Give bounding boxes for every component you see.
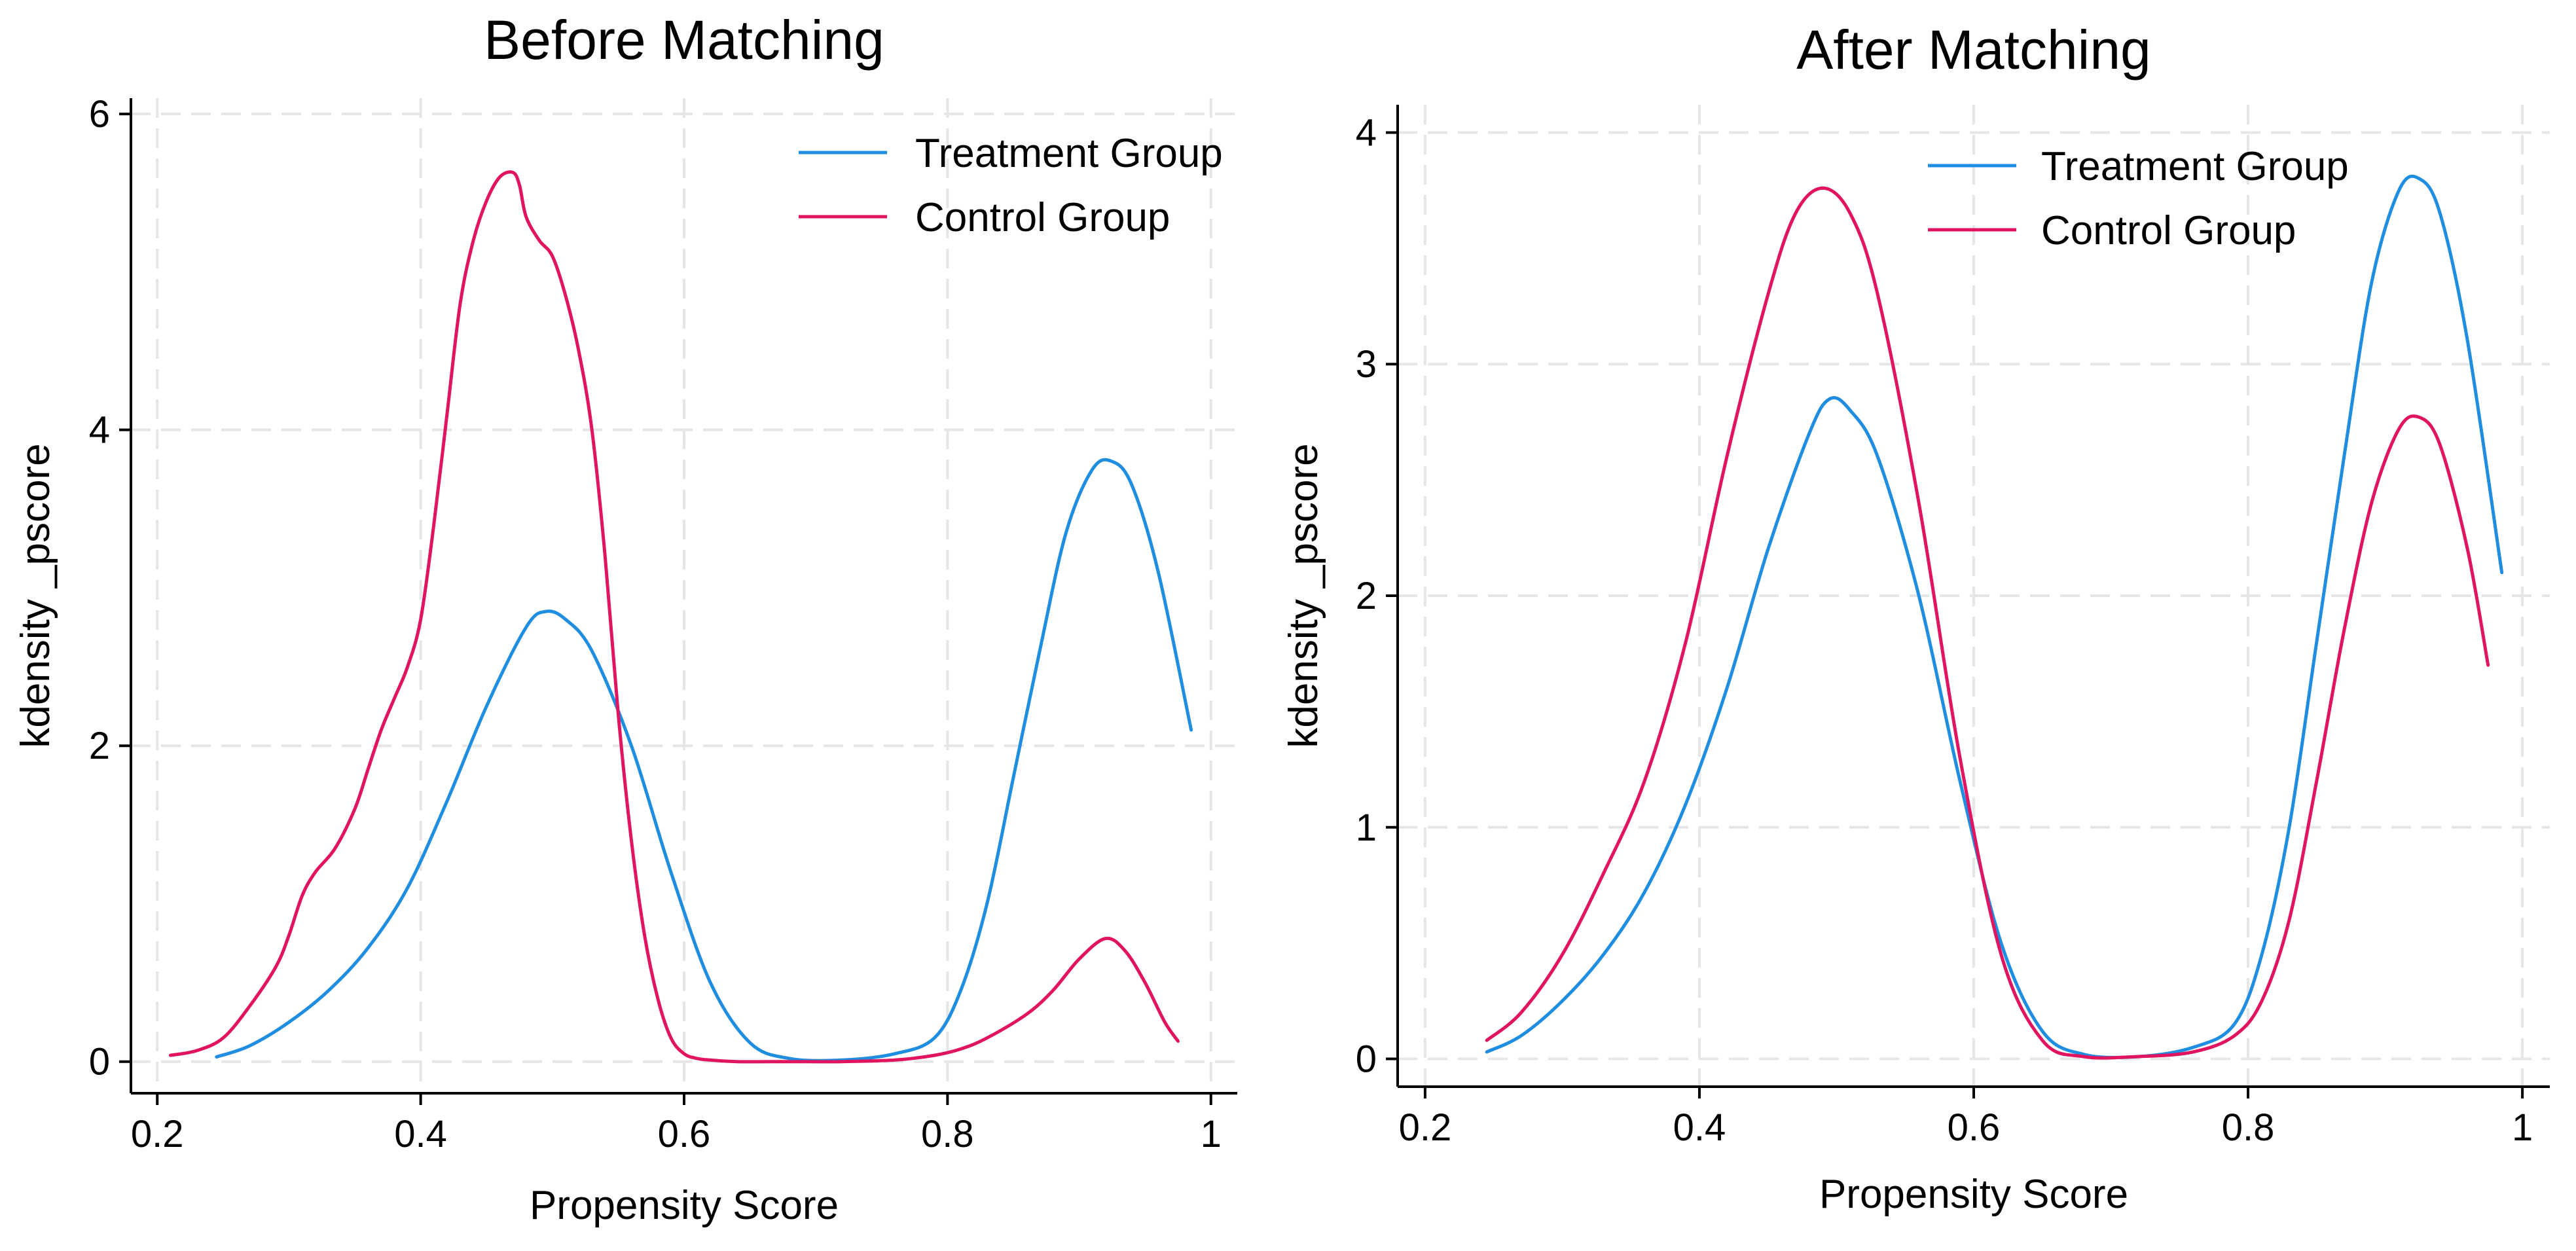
chart-title: After Matching xyxy=(1796,19,2151,81)
y-axis-label: kdensity _pscore xyxy=(1281,443,1326,748)
after-matching-panel: After Matching 0.2 0.4 0.6 0.8 1 0 1 2 3 4 Propen… xyxy=(1281,19,2550,1217)
x-tick-label: 0.8 xyxy=(2222,1106,2275,1149)
y-tick-label: 0 xyxy=(1356,1038,1377,1081)
before-matching-panel: Before Matching 0.2 0.4 0.6 0.8 1 0 2 4 6 Propen… xyxy=(13,9,1237,1228)
x-tick-label: 0.6 xyxy=(1948,1106,2001,1149)
chart-title: Before Matching xyxy=(484,9,884,71)
x-axis-label: Propensity Score xyxy=(530,1183,839,1228)
legend: Treatment Group Control Group xyxy=(799,131,1223,240)
x-tick-label: 1 xyxy=(2512,1106,2533,1149)
y-tick-label: 4 xyxy=(89,409,110,452)
y-tick-label: 2 xyxy=(1356,575,1377,617)
axes: 0.2 0.4 0.6 0.8 1 0 1 2 3 4 xyxy=(1356,105,2550,1149)
treatment-group-line xyxy=(1485,174,2504,1059)
treatment-group-line xyxy=(215,458,1193,1062)
axes: 0.2 0.4 0.6 0.8 1 0 2 4 6 xyxy=(89,93,1237,1155)
y-tick-label: 0 xyxy=(89,1041,110,1083)
x-tick-label: 0.6 xyxy=(658,1113,711,1155)
series-lines xyxy=(168,170,1193,1064)
y-tick-label: 2 xyxy=(89,725,110,767)
y-tick-label: 3 xyxy=(1356,343,1377,386)
y-tick-label: 6 xyxy=(89,93,110,136)
x-tick-label: 0.2 xyxy=(131,1113,184,1155)
legend-label-control: Control Group xyxy=(2041,208,2296,253)
control-group-line xyxy=(168,170,1180,1064)
x-tick-label: 1 xyxy=(1201,1113,1222,1155)
y-axis-label: kdensity _pscore xyxy=(13,443,58,748)
grid xyxy=(131,98,1237,1093)
legend-label-control: Control Group xyxy=(915,195,1170,240)
legend: Treatment Group Control Group xyxy=(1928,144,2349,253)
y-tick-label: 1 xyxy=(1356,807,1377,849)
x-tick-label: 0.4 xyxy=(394,1113,447,1155)
x-tick-label: 0.8 xyxy=(921,1113,974,1155)
legend-label-treatment: Treatment Group xyxy=(2041,144,2349,189)
x-tick-label: 0.4 xyxy=(1673,1106,1726,1149)
legend-label-treatment: Treatment Group xyxy=(915,131,1223,176)
x-tick-label: 0.2 xyxy=(1399,1106,1452,1149)
x-axis-label: Propensity Score xyxy=(1819,1172,2128,1217)
series-lines xyxy=(1485,174,2504,1060)
control-group-line xyxy=(1485,186,2490,1060)
y-tick-label: 4 xyxy=(1356,111,1377,154)
